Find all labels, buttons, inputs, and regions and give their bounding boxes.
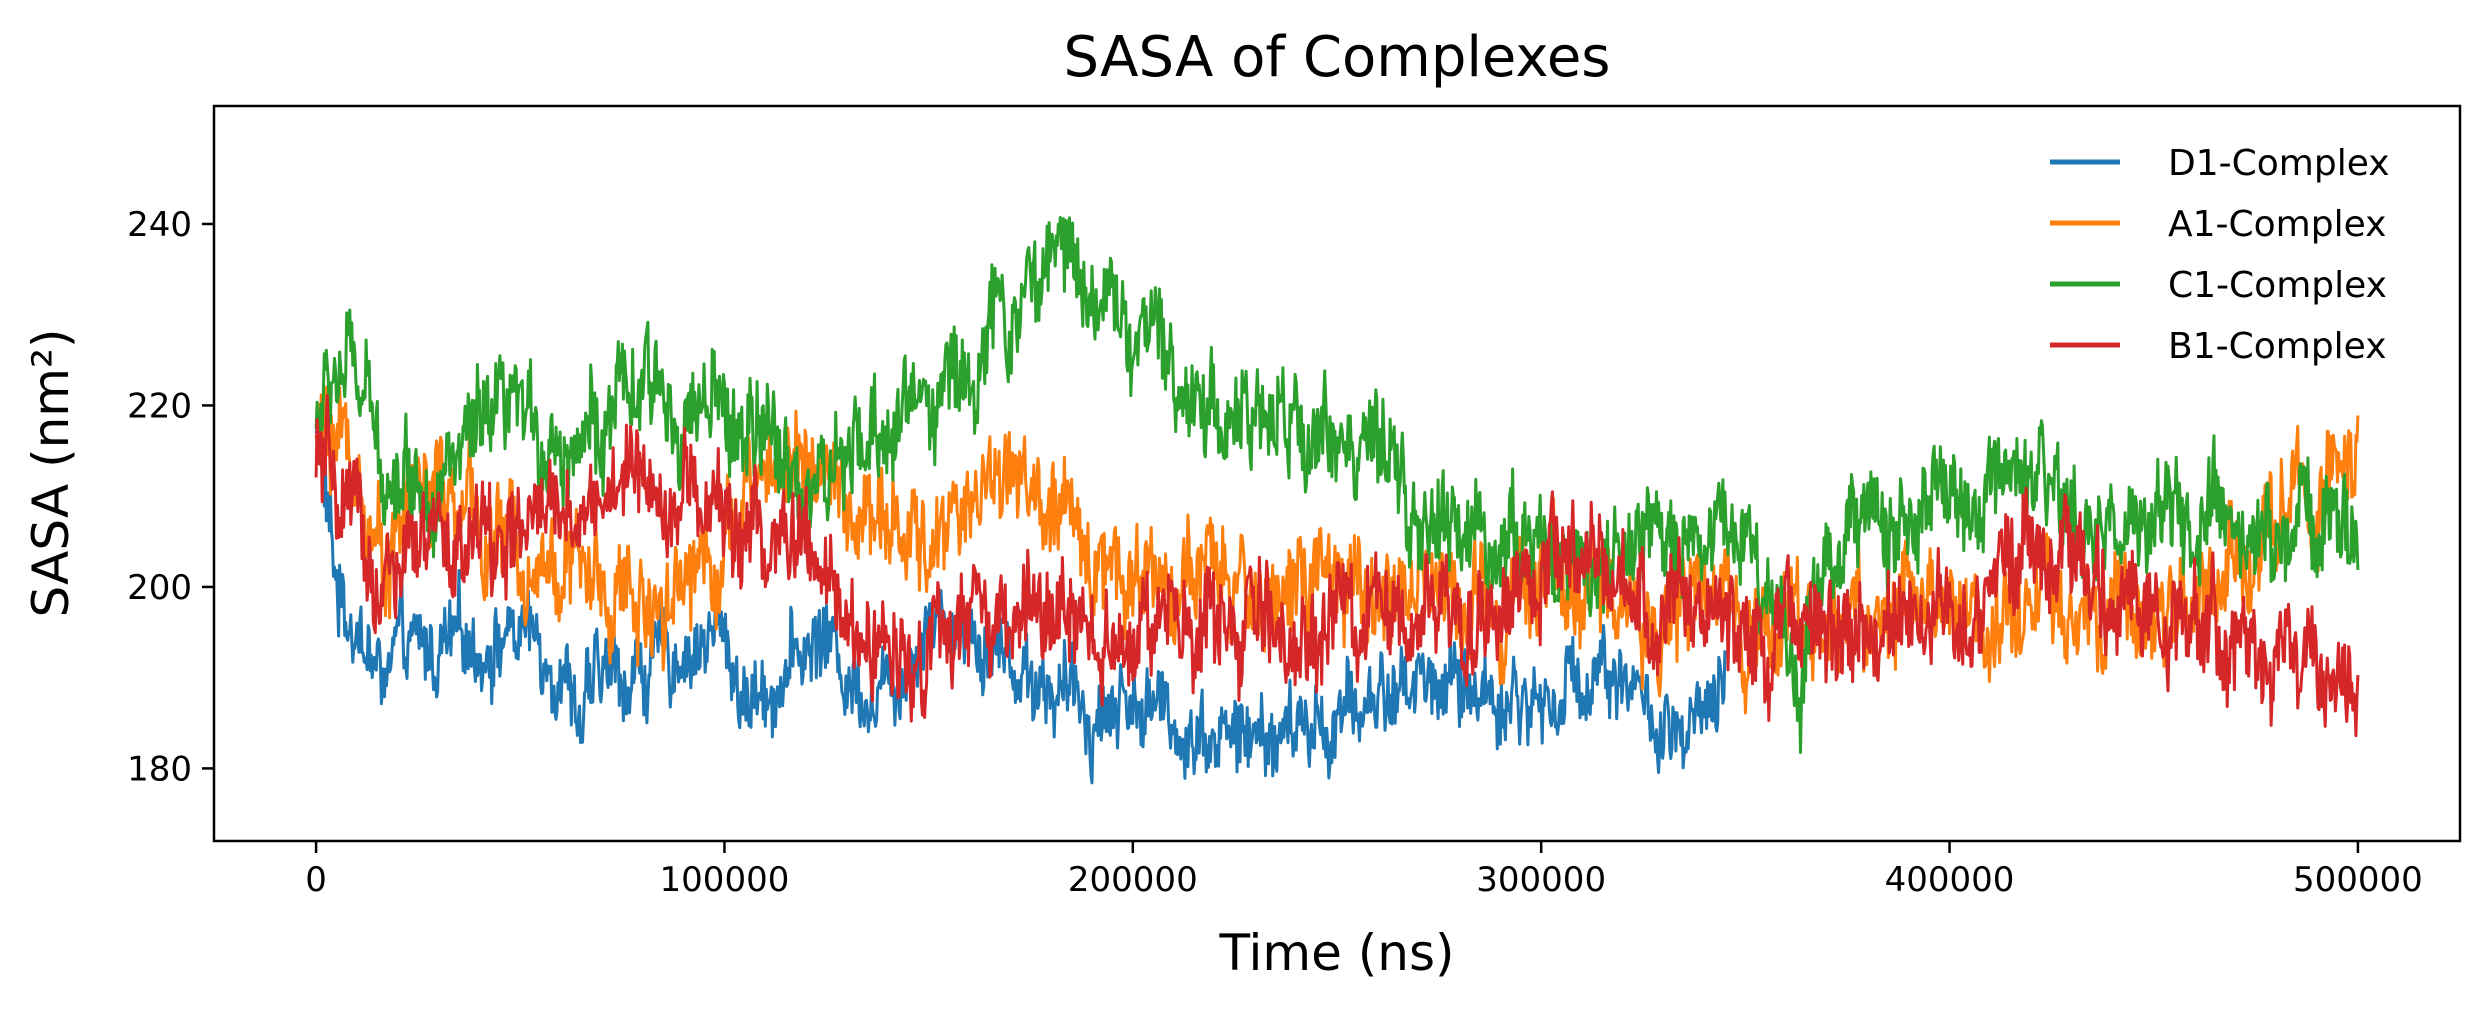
- y-axis-label: SASA (nm²): [22, 328, 80, 617]
- y-tick-label: 220: [127, 386, 192, 426]
- series-layer: [314, 216, 2360, 785]
- legend-label: B1-Complex: [2168, 326, 2387, 367]
- legend-label: D1-Complex: [2168, 143, 2390, 184]
- legend: D1-Complex A1-Complex C1-Complex B1-Complex: [2050, 143, 2390, 367]
- x-tick-label: 0: [305, 860, 327, 900]
- y-tick-label: 180: [127, 749, 192, 789]
- series-line-c1-complex: [314, 216, 2360, 754]
- x-tick-label: 300000: [1476, 860, 1606, 900]
- chart-title: SASA of Complexes: [1064, 25, 1611, 90]
- series-line-d1-complex: [314, 425, 1727, 785]
- x-tick-label: 500000: [2293, 860, 2423, 900]
- series-line-b1-complex: [314, 394, 2360, 738]
- x-axis: 0 100000 200000 300000 400000 500000: [305, 841, 2423, 900]
- y-tick-label: 240: [127, 205, 192, 245]
- legend-label: C1-Complex: [2168, 265, 2387, 306]
- x-tick-label: 100000: [660, 860, 790, 900]
- y-axis: 180 200 220 240: [127, 205, 214, 789]
- x-axis-label: Time (ns): [1218, 924, 1454, 982]
- x-tick-label: 200000: [1068, 860, 1198, 900]
- legend-label: A1-Complex: [2168, 204, 2386, 245]
- x-tick-label: 400000: [1885, 860, 2015, 900]
- y-tick-label: 200: [127, 568, 192, 608]
- plot-area-frame: [212, 104, 2462, 843]
